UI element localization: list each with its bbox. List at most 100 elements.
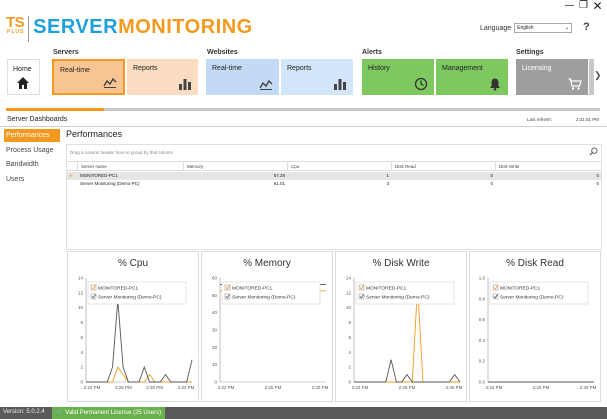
- series-line-0: [86, 366, 192, 383]
- checkmark-icon: [493, 285, 498, 290]
- chart-disk-write: 14 12 10 8 6 4 2 02:22 PM 2:26 PM 2:30 PM MONITORE…: [346, 276, 463, 391]
- sidebar-item-process-usage[interactable]: Process Usage: [6, 147, 54, 154]
- y-tick-label: 4: [348, 350, 351, 355]
- legend-checkbox: [358, 293, 365, 300]
- servers-reports-button[interactable]: Reports: [127, 59, 198, 95]
- chart-panel-memory: % Memory 60 50 40 30 20 10 0 2:22 PM 2:26 PM 2:30…: [201, 251, 333, 402]
- checkmark-icon: [359, 294, 364, 299]
- y-tick-label: 2: [348, 365, 351, 370]
- x-tick-label: 2:30 PM: [580, 385, 597, 390]
- column-header-disk-write[interactable]: Disk Write: [495, 162, 601, 171]
- chart-title: % Disk Write: [372, 258, 430, 269]
- x-tick-label: 2:26 PM: [115, 385, 132, 390]
- table-row[interactable]: ▸ MONITORED-PC1 57.28 1 0 0: [67, 172, 601, 180]
- close-icon[interactable]: ✕: [592, 0, 603, 13]
- column-header-server-name[interactable]: Server name: [77, 162, 183, 171]
- table-row[interactable]: Server Monitoring (Demo-PC) 61.01 3 0 0: [67, 180, 601, 188]
- y-tick-label: 12: [78, 290, 84, 295]
- settings-licensing-button[interactable]: Licensing: [516, 59, 588, 95]
- version-label: Version: 5.0.2.4: [3, 409, 45, 415]
- group-by-hint[interactable]: Drag a column header here to group by th…: [70, 150, 174, 155]
- y-tick-label: 0: [80, 380, 83, 385]
- ribbon-overflow-tile: [589, 59, 594, 95]
- cell-memory: 61.01: [273, 181, 285, 186]
- restore-icon[interactable]: ❐: [579, 0, 588, 11]
- checkmark-icon: [359, 285, 364, 290]
- websites-realtime-button[interactable]: Real-time: [206, 59, 279, 95]
- chart-legend: [489, 281, 589, 305]
- search-icon[interactable]: [589, 147, 598, 156]
- websites-reports-button[interactable]: Reports: [281, 59, 353, 95]
- cell-server-name: Server Monitoring (Demo-PC): [80, 181, 140, 186]
- chart-legend: [87, 281, 187, 305]
- logo-divider: [28, 16, 30, 42]
- chart-memory: 60 50 40 30 20 10 02:22 PM 2:26 PM 2:30 PM MONITO…: [212, 276, 329, 391]
- y-tick-label: 8: [80, 320, 83, 325]
- sidebar-item-bandwidth[interactable]: Bandwidth: [6, 161, 39, 168]
- checkmark-icon: [493, 294, 498, 299]
- servers-realtime-button[interactable]: Real-time: [52, 59, 125, 95]
- y-tick-label: 0.8: [479, 296, 486, 301]
- chevron-right-icon[interactable]: ❯: [594, 70, 602, 80]
- y-tick-label: 30: [212, 328, 218, 333]
- cell-disk-write: 0: [596, 181, 599, 186]
- legend-label: Server Monitoring (Demo-PC): [232, 295, 296, 301]
- language-dropdown[interactable]: English ⌄: [514, 23, 573, 33]
- column-header-memory[interactable]: Memory: [183, 162, 287, 171]
- x-tick-label: 2:30 PM: [312, 385, 329, 390]
- y-tick-label: 50: [212, 293, 218, 298]
- x-tick-label: 2:22 PM: [84, 385, 101, 390]
- y-tick-label: 0.4: [479, 338, 486, 343]
- legend-label: Server Monitoring (Demo-PC): [500, 295, 564, 301]
- cell-cpu: 3: [386, 181, 389, 186]
- license-badge[interactable]: 🛒 Valid Permanent License (25 Users): [52, 407, 166, 419]
- legend-checkbox: [90, 293, 97, 300]
- help-icon[interactable]: ?: [583, 21, 590, 33]
- group-label-servers: Servers: [53, 49, 79, 56]
- chart-title: % Memory: [243, 258, 291, 269]
- cart-icon: 🛒: [56, 410, 64, 416]
- legend-checkbox: [224, 284, 231, 291]
- y-tick-label: 10: [78, 305, 84, 310]
- legend-checkbox: [492, 284, 499, 291]
- chart-legend: [355, 281, 455, 305]
- checkmark-icon: [91, 294, 96, 299]
- x-tick-label: 2:30 PM: [146, 385, 163, 390]
- line-chart-icon: [259, 79, 273, 90]
- x-tick-label: 2:22 PM: [218, 385, 235, 390]
- bell-icon: [490, 78, 500, 91]
- alerts-history-button[interactable]: History: [362, 59, 434, 95]
- minimize-icon[interactable]: —: [564, 0, 575, 11]
- language-selector: Language English ⌄: [480, 23, 573, 33]
- loading-progress-bar: [6, 108, 600, 111]
- logo-ts: TS: [6, 14, 25, 31]
- language-label: Language: [480, 24, 512, 32]
- x-tick-label: 2:26 PM: [265, 385, 282, 390]
- checkmark-icon: [91, 285, 96, 290]
- cell-memory: 57.28: [273, 173, 285, 178]
- x-tick-label: 2:26 PM: [533, 385, 550, 390]
- logo-plus: PLUS: [7, 29, 25, 35]
- chart-legend: [221, 281, 321, 305]
- series-line-1: [86, 300, 193, 383]
- home-button[interactable]: Home: [7, 59, 40, 95]
- cart-icon: [568, 78, 582, 90]
- sidebar-item-users[interactable]: Users: [6, 176, 25, 183]
- sidebar-item-performances[interactable]: Performances: [4, 129, 60, 142]
- chart-panel-disk-read: % Disk Read 1.0 0.8 0.6 0.4 0.2 0.0 2:22 PM 2:2…: [469, 251, 601, 402]
- legend-label: MONITORED-PC1: [232, 286, 272, 292]
- column-header-cpu[interactable]: Cpu: [287, 162, 391, 171]
- y-tick-label: 0.2: [479, 359, 486, 364]
- column-header-disk-read[interactable]: Disk Read: [391, 162, 495, 171]
- y-tick-label: 12: [346, 290, 352, 295]
- y-tick-label: 8: [348, 320, 351, 325]
- panel-title: Performances: [66, 129, 123, 139]
- alerts-management-button[interactable]: Management: [436, 59, 508, 95]
- row-indicator-icon: ▸: [70, 173, 73, 179]
- group-label-settings: Settings: [516, 49, 544, 56]
- chart-title: % Disk Read: [506, 258, 564, 269]
- dashboard-title: Server Dashboards: [7, 116, 68, 123]
- y-tick-label: 60: [212, 276, 218, 281]
- legend-label: MONITORED-PC1: [500, 286, 540, 292]
